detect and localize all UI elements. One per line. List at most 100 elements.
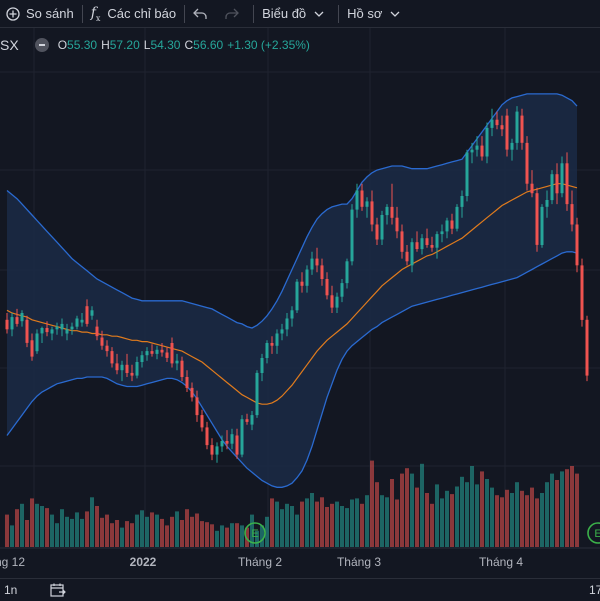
candle-body xyxy=(470,149,474,153)
volume-bar xyxy=(550,473,554,547)
candle-body xyxy=(120,364,124,371)
candle xyxy=(420,234,424,255)
volume-bar xyxy=(570,466,574,547)
candle-body xyxy=(415,242,419,249)
volume-bar xyxy=(115,520,119,547)
volume-bar xyxy=(105,514,109,547)
volume-bar xyxy=(415,487,419,547)
volume-bar xyxy=(195,513,199,547)
candle-body xyxy=(295,281,299,311)
volume-bar xyxy=(545,482,549,547)
candle xyxy=(455,204,459,232)
event-marker[interactable]: E xyxy=(244,522,266,544)
collapse-icon[interactable] xyxy=(34,38,49,52)
candle-body xyxy=(170,343,174,364)
calendar-range-icon[interactable] xyxy=(50,583,66,597)
candle-body xyxy=(335,296,339,308)
candle-body xyxy=(80,319,84,323)
volume-bar xyxy=(395,499,399,547)
candle xyxy=(15,308,19,327)
volume-bar xyxy=(150,512,154,547)
volume-bar xyxy=(85,511,89,547)
candle-body xyxy=(550,174,554,201)
event-marker-ring xyxy=(244,522,266,544)
volume-bar xyxy=(450,494,454,547)
candle-body xyxy=(140,355,144,362)
time-axis-tick-label: ng 12 xyxy=(0,555,25,569)
volume-bar xyxy=(365,495,369,547)
redo-button[interactable] xyxy=(219,0,251,28)
volume-bar xyxy=(200,521,204,547)
candle xyxy=(45,321,49,337)
volume-bar xyxy=(495,495,499,547)
candle-body xyxy=(125,364,129,373)
volume-bar xyxy=(55,523,59,547)
candle-body xyxy=(515,111,519,143)
candle xyxy=(350,204,354,266)
candle xyxy=(260,353,264,382)
bottom-bar: 1n 17 xyxy=(0,578,600,601)
event-marker[interactable]: E xyxy=(587,522,600,544)
chart-type-menu[interactable]: Biểu đồ xyxy=(256,0,336,28)
volume-bar xyxy=(125,521,129,547)
candle-body xyxy=(400,231,404,252)
volume-bar xyxy=(30,498,34,547)
candle xyxy=(335,292,339,313)
volume-bar xyxy=(425,493,429,547)
chevron-down-icon xyxy=(390,11,400,17)
volume-bar xyxy=(185,509,189,547)
time-axis-tick-label: 2022 xyxy=(130,555,157,569)
volume-bar xyxy=(435,484,439,547)
volume-bar xyxy=(565,469,569,547)
profile-menu[interactable]: Hồ sơ xyxy=(341,0,412,28)
candle xyxy=(435,231,439,259)
candle xyxy=(400,224,404,259)
candle xyxy=(495,111,499,130)
candle xyxy=(500,115,504,137)
candle-body xyxy=(365,201,369,207)
candle xyxy=(245,413,249,425)
volume-bar xyxy=(335,501,339,547)
candle-body xyxy=(355,190,359,210)
candle-body xyxy=(190,387,194,398)
candle xyxy=(550,170,554,205)
candle-body xyxy=(25,319,29,343)
time-axis-tick-label: Tháng 4 xyxy=(479,555,523,569)
candle-body xyxy=(240,419,244,455)
candle xyxy=(275,329,279,354)
candle xyxy=(530,170,534,198)
volume-bar xyxy=(135,514,139,547)
candle xyxy=(200,409,204,432)
candle xyxy=(255,370,259,418)
candle-body xyxy=(35,333,39,352)
indicators-button[interactable]: fx Các chỉ báo xyxy=(85,0,182,28)
candle xyxy=(305,265,309,293)
volume-bar xyxy=(175,511,179,547)
candle-body xyxy=(495,119,499,126)
time-axis-tick-label: Tháng 2 xyxy=(238,555,282,569)
candle xyxy=(155,345,159,360)
candle xyxy=(220,435,224,452)
compare-button[interactable]: So sánh xyxy=(0,0,80,28)
candle-body xyxy=(205,427,209,446)
volume-bar xyxy=(420,463,424,547)
interval-button[interactable]: 1n xyxy=(4,583,18,597)
candle-body xyxy=(390,206,394,218)
ohlc-legend: SX O 55.30 H 57.20 L 54.30 C 56.60 +1.30 (+2… xyxy=(0,36,314,54)
candle xyxy=(5,313,9,334)
volume-bars xyxy=(5,460,579,547)
undo-button[interactable] xyxy=(187,0,219,28)
candle-body xyxy=(20,313,24,322)
candle-body xyxy=(370,201,374,225)
candle-body xyxy=(500,125,504,130)
symbol-name[interactable]: SX xyxy=(0,37,19,53)
candle xyxy=(210,438,214,461)
candle-body xyxy=(315,258,319,266)
volume-bar xyxy=(480,471,484,547)
volume-bar xyxy=(245,527,249,547)
candle-body xyxy=(345,261,349,284)
candle xyxy=(370,190,374,232)
candle-body xyxy=(525,142,529,184)
candle-body xyxy=(340,283,344,297)
